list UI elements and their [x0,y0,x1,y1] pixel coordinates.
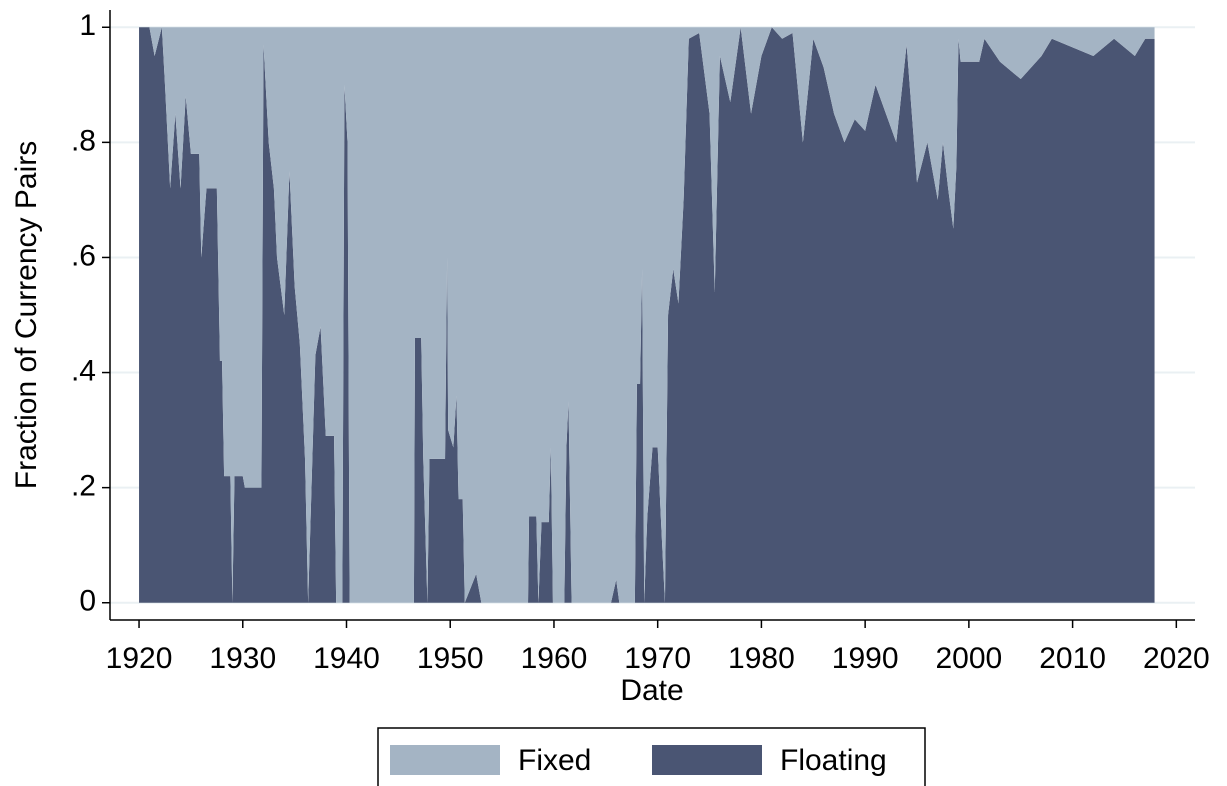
area [139,27,1155,603]
x-axis-title: Date [620,674,683,707]
x-tick-label: 1980 [728,642,795,675]
area [139,27,1155,603]
x-tick-label: 2020 [1143,642,1210,675]
legend-swatch [390,745,500,775]
x-tick-label: 1990 [832,642,899,675]
legend-swatch [652,745,762,775]
x-tick-label: 1930 [209,642,276,675]
y-tick-label: .4 [71,354,96,387]
x-tick-label: 1970 [624,642,691,675]
x-tick-label: 1920 [106,642,173,675]
legend-label: Floating [780,744,887,777]
y-tick-label: 0 [79,585,96,618]
y-tick-label: .2 [71,470,96,503]
y-tick-label: 1 [79,9,96,42]
y-axis-title: Fraction of Currency Pairs [10,141,43,489]
x-tick-label: 1950 [417,642,484,675]
x-tick-label: 2010 [1039,642,1106,675]
x-tick-label: 1940 [313,642,380,675]
legend-label: Fixed [518,744,591,777]
x-tick-label: 2000 [935,642,1002,675]
y-tick-label: .6 [71,239,96,272]
x-tick-label: 1960 [521,642,588,675]
y-tick-label: .8 [71,124,96,157]
